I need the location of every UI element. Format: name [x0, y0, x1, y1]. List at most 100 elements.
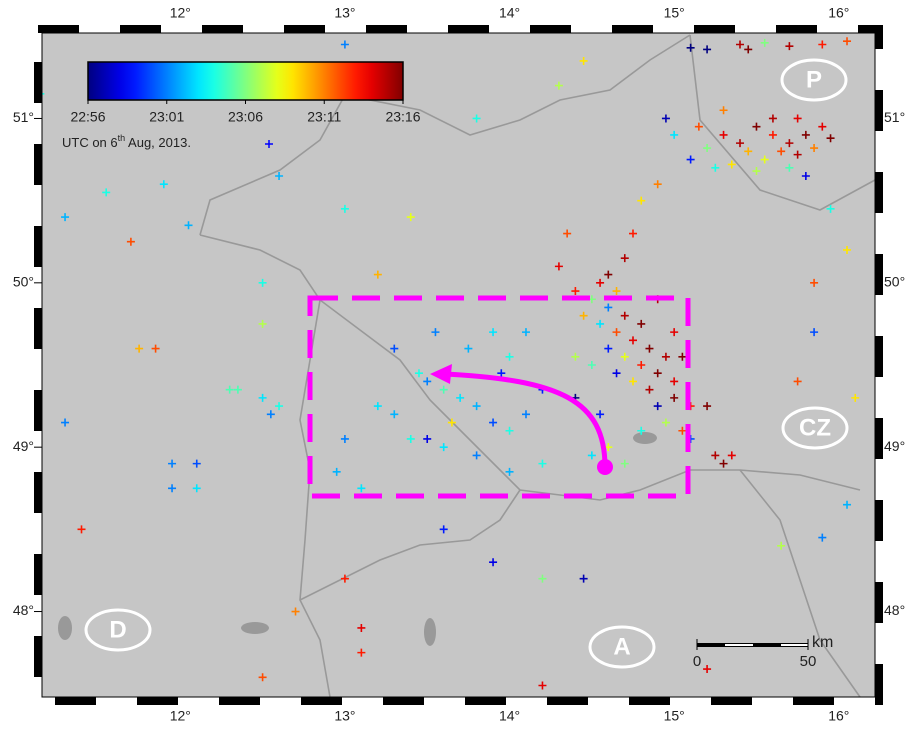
strike: [505, 352, 514, 361]
strike: [571, 352, 580, 361]
strike: [703, 665, 712, 674]
y-tick-label: 51°: [13, 109, 34, 125]
strike: [818, 40, 827, 49]
strike: [703, 402, 712, 411]
strike: [661, 418, 670, 427]
border: [689, 34, 876, 211]
strike: [258, 393, 267, 402]
strike: [645, 344, 654, 353]
strike: [472, 402, 481, 411]
strike: [505, 426, 514, 435]
border: [299, 299, 331, 698]
strike: [703, 45, 712, 54]
strike: [637, 426, 646, 435]
strike: [670, 328, 679, 337]
border: [199, 234, 861, 501]
colorbar-ticks: 22:56 23:01 23:06 23:11 23:16: [70, 100, 421, 125]
scale-bar-stripe: [725, 644, 753, 646]
strike: [77, 525, 86, 534]
strike: [332, 467, 341, 476]
arrow-start: [597, 459, 613, 475]
strike: [554, 262, 563, 271]
strike: [340, 204, 349, 213]
region-ovals: [84, 58, 849, 669]
strike: [357, 484, 366, 493]
colorbar-tick-label: 23:01: [149, 109, 184, 125]
strike: [275, 402, 284, 411]
strike: [760, 38, 769, 47]
strike: [538, 681, 547, 690]
strike: [168, 459, 177, 468]
y-tick-label: 49°: [13, 438, 34, 454]
caption-text: UTC on 6: [62, 135, 118, 150]
strike: [373, 402, 382, 411]
strike: [744, 147, 753, 156]
x-tick-label: 14°: [499, 5, 520, 21]
region-label: D: [109, 616, 126, 643]
lake: [58, 616, 72, 640]
strike: [258, 278, 267, 287]
region-oval: [588, 625, 656, 669]
strike: [670, 393, 679, 402]
strike: [777, 147, 786, 156]
strike: [810, 328, 819, 337]
strike: [736, 40, 745, 49]
strike: [423, 434, 432, 443]
strike: [423, 377, 432, 386]
strike: [596, 319, 605, 328]
y-tick-label: 49°: [884, 438, 905, 454]
strike: [604, 303, 613, 312]
x-tick-label: 12°: [170, 5, 191, 21]
strike: [390, 410, 399, 419]
strike: [192, 484, 201, 493]
strike: [135, 344, 144, 353]
strike: [587, 361, 596, 369]
strike: [554, 81, 563, 90]
border: [299, 489, 521, 601]
strike: [736, 139, 745, 148]
strike: [768, 114, 777, 123]
strike: [670, 130, 679, 139]
x-tick-label: 14°: [499, 708, 520, 724]
strike: [793, 150, 802, 159]
border: [344, 34, 691, 136]
strike: [629, 229, 638, 238]
strike: [61, 213, 70, 222]
lake: [633, 432, 657, 444]
strike: [810, 278, 819, 287]
path-arrow: [444, 371, 608, 468]
strike: [719, 459, 728, 468]
strike: [472, 114, 481, 123]
strike: [818, 533, 827, 542]
axes: 12° 12° 13° 13° 14° 14° 15° 15° 16° 16° 48° 48° 49° 4…: [13, 5, 905, 724]
arrow-head: [430, 364, 452, 384]
scale-bar: 0 50 km: [693, 634, 834, 670]
caption-superscript: th: [118, 133, 126, 143]
y-tick-label: 48°: [13, 602, 34, 618]
strike: [768, 130, 777, 139]
strike: [785, 42, 794, 51]
strike: [184, 221, 193, 230]
strike: [620, 311, 629, 320]
lake: [241, 622, 269, 634]
strike: [102, 188, 111, 197]
strike: [340, 40, 349, 49]
strike: [752, 122, 761, 131]
strike: [521, 328, 530, 337]
strike: [653, 180, 662, 189]
strike: [604, 344, 613, 353]
region-label: A: [613, 633, 630, 660]
colorbar: [87, 61, 404, 101]
strike: [596, 278, 605, 287]
strike: [233, 385, 242, 394]
map-background: [42, 33, 875, 697]
strike: [373, 270, 382, 279]
strike: [489, 418, 498, 427]
strike: [168, 484, 177, 493]
region-oval: [780, 58, 848, 102]
strike: [694, 122, 703, 131]
x-tick-label: 15°: [664, 708, 685, 724]
strike: [661, 114, 670, 123]
strike: [678, 352, 687, 361]
strike: [703, 144, 712, 153]
